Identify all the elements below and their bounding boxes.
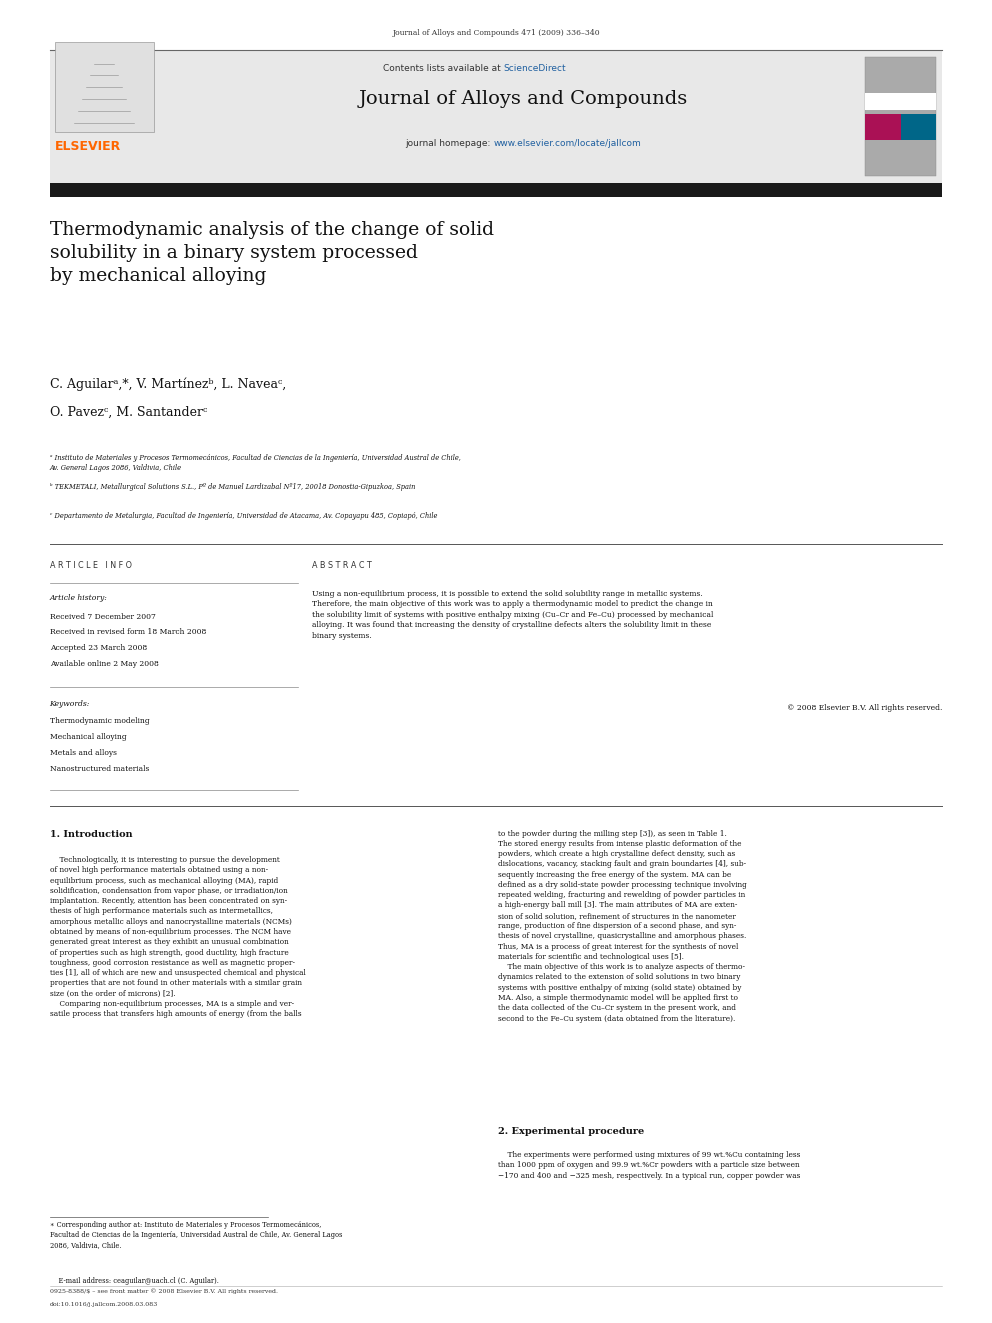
Text: A B S T R A C T: A B S T R A C T	[312, 561, 372, 570]
Text: Journal of Alloys and Compounds: Journal of Alloys and Compounds	[359, 90, 687, 108]
Text: ᶜ Departamento de Metalurgia, Facultad de Ingeniería, Universidad de Atacama, Av: ᶜ Departamento de Metalurgia, Facultad d…	[50, 512, 436, 520]
Text: ScienceDirect: ScienceDirect	[503, 64, 566, 73]
Text: A R T I C L E   I N F O: A R T I C L E I N F O	[50, 561, 132, 570]
Bar	[901, 114, 936, 140]
Text: Contents lists available at: Contents lists available at	[383, 64, 503, 73]
Text: The experiments were performed using mixtures of 99 wt.%Cu containing less
than : The experiments were performed using mix…	[498, 1151, 801, 1180]
Text: 2. Experimental procedure: 2. Experimental procedure	[498, 1127, 644, 1136]
Text: O. Pavezᶜ, M. Santanderᶜ: O. Pavezᶜ, M. Santanderᶜ	[50, 406, 207, 419]
Text: Article history:: Article history:	[50, 594, 107, 602]
Text: Mechanical alloying: Mechanical alloying	[50, 733, 126, 741]
Text: Thermodynamic analysis of the change of solid
solubility in a binary system proc: Thermodynamic analysis of the change of …	[50, 221, 494, 284]
Text: doi:10.1016/j.jallcom.2008.03.083: doi:10.1016/j.jallcom.2008.03.083	[50, 1302, 158, 1307]
Text: Thermodynamic modeling: Thermodynamic modeling	[50, 717, 150, 725]
Text: Nanostructured materials: Nanostructured materials	[50, 765, 149, 773]
Text: ∗ Corresponding author at: Instituto de Materiales y Procesos Termomecánicos,
Fa: ∗ Corresponding author at: Instituto de …	[50, 1221, 342, 1249]
Text: 1. Introduction: 1. Introduction	[50, 830, 132, 839]
Text: Using a non-equilibrium process, it is possible to extend the solid solubility r: Using a non-equilibrium process, it is p…	[312, 590, 714, 639]
Text: journal homepage:: journal homepage:	[406, 139, 493, 148]
Text: 0925-8388/$ – see front matter © 2008 Elsevier B.V. All rights reserved.: 0925-8388/$ – see front matter © 2008 El…	[50, 1289, 278, 1294]
Text: E-mail address: ceaguilar@uach.cl (C. Aguilar).: E-mail address: ceaguilar@uach.cl (C. Ag…	[50, 1277, 218, 1285]
Text: Received 7 December 2007: Received 7 December 2007	[50, 613, 156, 620]
Text: Keywords:: Keywords:	[50, 700, 90, 708]
Text: ELSEVIER: ELSEVIER	[55, 140, 121, 153]
Text: ᵇ TEKMETALI, Metallurgical Solutions S.L., Pº de Manuel Lardizabal Nº17, 20018 D: ᵇ TEKMETALI, Metallurgical Solutions S.L…	[50, 483, 415, 491]
Bar	[865, 114, 901, 140]
Bar	[50, 50, 942, 183]
Text: Received in revised form 18 March 2008: Received in revised form 18 March 2008	[50, 628, 206, 636]
Text: C. Aguilarᵃ,*, V. Martínezᵇ, L. Naveaᶜ,: C. Aguilarᵃ,*, V. Martínezᵇ, L. Naveaᶜ,	[50, 377, 286, 390]
Bar	[55, 42, 154, 132]
Text: © 2008 Elsevier B.V. All rights reserved.: © 2008 Elsevier B.V. All rights reserved…	[787, 704, 942, 712]
Text: ᵃ Instituto de Materiales y Procesos Termomecánicos, Facultad de Ciencias de la : ᵃ Instituto de Materiales y Procesos Ter…	[50, 454, 460, 471]
Text: Journal of Alloys and Compounds 471 (2009) 336–340: Journal of Alloys and Compounds 471 (200…	[392, 29, 600, 37]
Text: Available online 2 May 2008: Available online 2 May 2008	[50, 660, 159, 668]
Bar	[50, 183, 942, 197]
Text: Metals and alloys: Metals and alloys	[50, 749, 117, 757]
Text: Technologically, it is interesting to pursue the development
of novel high perfo: Technologically, it is interesting to pu…	[50, 856, 306, 1019]
Text: to the powder during the milling step [3]), as seen in Table 1.
The stored energ: to the powder during the milling step [3…	[498, 830, 747, 1023]
Bar	[865, 93, 936, 111]
Bar	[865, 57, 936, 176]
Text: Accepted 23 March 2008: Accepted 23 March 2008	[50, 644, 147, 652]
Text: www.elsevier.com/locate/jallcom: www.elsevier.com/locate/jallcom	[493, 139, 641, 148]
